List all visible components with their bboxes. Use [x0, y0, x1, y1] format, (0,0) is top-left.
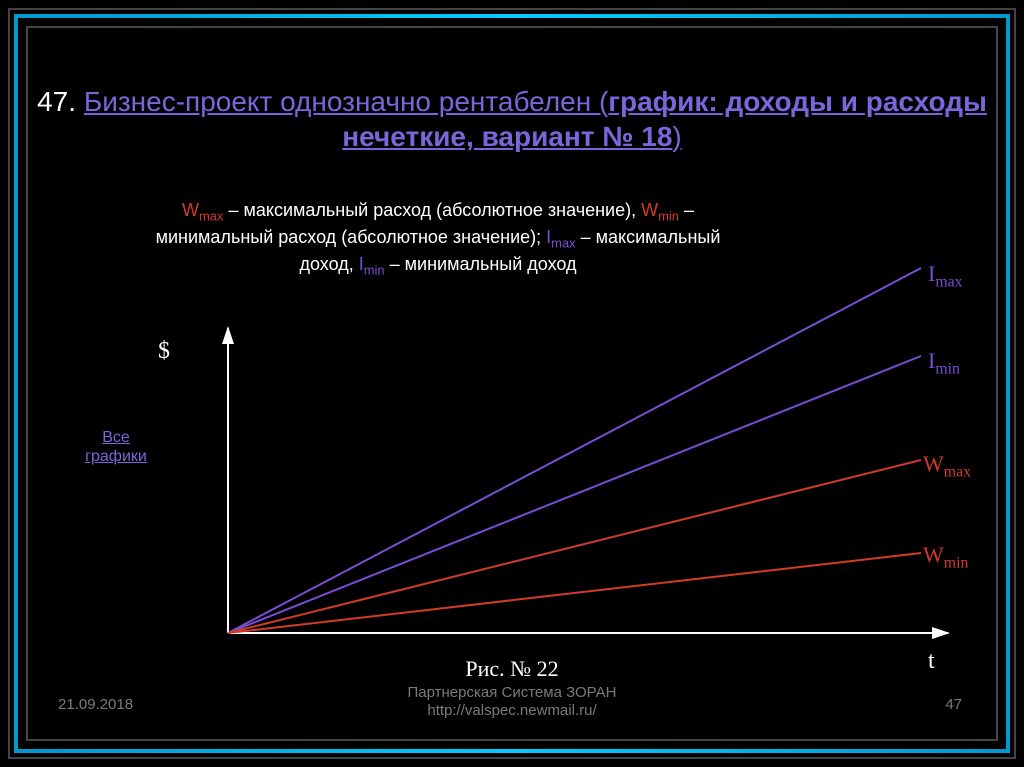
chart-svg	[183, 238, 963, 658]
title-text-close: )	[672, 121, 681, 152]
y-axis-label: $	[158, 338, 170, 365]
footer-url: http://valspec.newmail.ru/	[427, 702, 596, 719]
title-text-main: Бизнес-проект однозначно рентабелен (	[84, 86, 608, 117]
footer-page-number: 47	[945, 696, 962, 713]
line-label-imax: Imax	[928, 261, 963, 291]
chart	[183, 238, 963, 658]
line-label-wmin: Wmin	[923, 542, 968, 572]
side-link-line1: Все	[102, 429, 130, 446]
title-link[interactable]: Бизнес-проект однозначно рентабелен (гра…	[84, 86, 987, 152]
footer-source: Партнерская Система ЗОРАН	[408, 684, 617, 701]
footer-center: Партнерская Система ЗОРАН http://valspec…	[28, 684, 996, 722]
figure-caption: Рис. № 22	[28, 656, 996, 682]
line-label-imin: Imin	[928, 348, 960, 378]
all-charts-link[interactable]: Все графики	[76, 428, 156, 466]
slide-content: 47. Бизнес-проект однозначно рентабелен …	[28, 28, 996, 739]
title-number: 47.	[37, 86, 76, 117]
slide-title: 47. Бизнес-проект однозначно рентабелен …	[28, 84, 996, 154]
line-label-wmax: Wmax	[923, 451, 971, 481]
side-link-line2: графики	[85, 448, 147, 465]
